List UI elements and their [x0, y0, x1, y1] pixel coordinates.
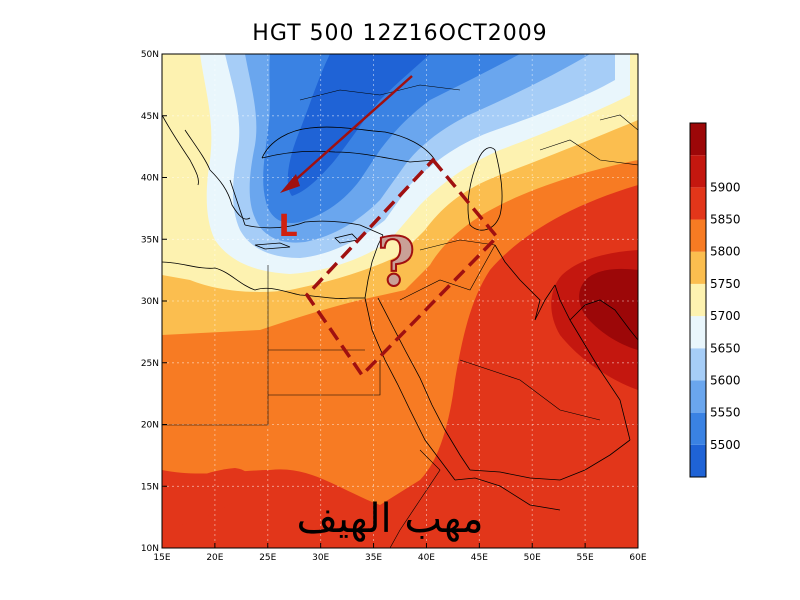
colorbar-swatch [690, 444, 706, 477]
lat-tick-label: 25N [141, 359, 159, 369]
geopotential-height-field: L ? مهب الهيف [162, 54, 638, 548]
lon-tick-label: 45E [471, 553, 488, 563]
lon-tick-label: 40E [418, 553, 435, 563]
colorbar-label: 5600 [710, 373, 741, 387]
colorbar-swatch [690, 219, 706, 252]
lat-axis: 10N 15N 20N 25N 30N 35N 40N 45N 50N [141, 50, 167, 554]
lon-axis: 15E 20E 25E 30E 35E 40E 45E 50E 55E 60E [153, 543, 647, 563]
lat-tick-label: 30N [141, 297, 159, 307]
lon-tick-label: 55E [577, 553, 594, 563]
lat-tick-label: 40N [141, 174, 159, 184]
colorbar-swatch [690, 316, 706, 349]
lat-tick-label: 50N [141, 50, 159, 60]
lat-tick-label: 45N [141, 112, 159, 122]
colorbar-label: 5900 [710, 180, 741, 194]
colorbar-frame [689, 122, 707, 478]
lon-tick-label: 30E [312, 553, 329, 563]
lat-tick-label: 10N [141, 544, 159, 554]
question-mark: ? [377, 223, 416, 301]
colorbar-swatch [690, 123, 706, 156]
lon-tick-label: 35E [365, 553, 382, 563]
lon-tick-label: 20E [206, 553, 223, 563]
colorbar-swatch [690, 251, 706, 284]
colorbar: 5500 5550 5600 5650 5700 5750 5800 5850 5900 [689, 122, 741, 478]
colorbar-swatch [690, 348, 706, 381]
lat-tick-label: 20N [141, 421, 159, 431]
colorbar-label: 5500 [710, 438, 741, 452]
coastlines-and-borders [162, 84, 638, 548]
colorbar-label: 5650 [710, 341, 741, 355]
region-of-interest-box [304, 157, 500, 378]
lon-tick-label: 50E [524, 553, 541, 563]
colorbar-label: 5800 [710, 245, 741, 259]
lon-tick-label: 15E [153, 553, 170, 563]
lon-tick-label: 25E [259, 553, 276, 563]
gridlines [162, 54, 638, 548]
lon-tick-label: 60E [629, 553, 646, 563]
colorbar-label: 5750 [710, 277, 741, 291]
colorbar-swatch [690, 155, 706, 188]
colorbar-label: 5700 [710, 309, 741, 323]
lat-tick-label: 35N [141, 235, 159, 245]
flow-arrow [280, 75, 413, 193]
map-title: HGT 500 12Z16OCT2009 [252, 21, 547, 46]
low-pressure-marker: L [278, 209, 297, 244]
colorbar-swatch [690, 187, 706, 220]
colorbar-swatch [690, 283, 706, 317]
colorbar-swatch [690, 380, 706, 413]
lat-tick-label: 15N [141, 482, 159, 492]
colorbar-swatch [690, 412, 706, 445]
low-marker-label: L [278, 209, 297, 244]
colorbar-label: 5850 [710, 213, 741, 227]
arabic-label: مهب الهيف [296, 496, 483, 542]
colorbar-label: 5550 [710, 406, 741, 420]
